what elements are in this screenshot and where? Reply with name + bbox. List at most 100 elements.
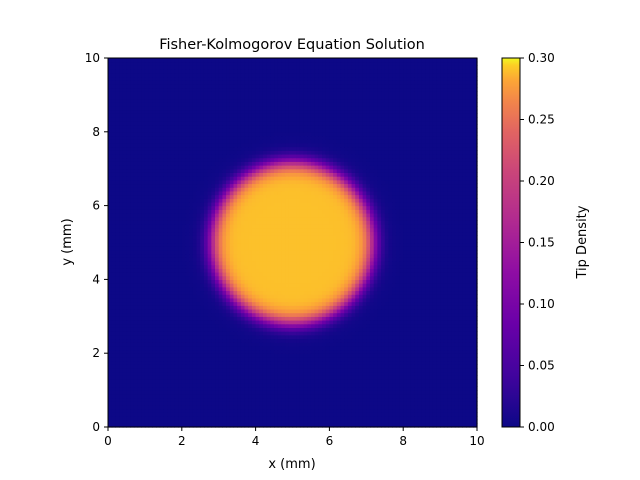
heatmap-cell xyxy=(292,364,297,369)
heatmap-cell xyxy=(340,342,345,347)
heatmap-cell xyxy=(174,390,179,395)
heatmap-cell xyxy=(443,323,449,328)
heatmap-cell xyxy=(159,415,164,421)
heatmap-cell xyxy=(203,308,209,314)
heatmap-cell xyxy=(299,397,305,402)
heatmap-cell xyxy=(417,268,423,273)
heatmap-cell xyxy=(266,275,271,280)
heatmap-cell xyxy=(421,305,426,310)
heatmap-cell xyxy=(251,419,257,424)
heatmap-cell xyxy=(395,246,401,251)
heatmap-cell xyxy=(473,349,478,354)
heatmap-cell xyxy=(307,386,312,391)
heatmap-cell xyxy=(207,327,212,332)
heatmap-cell xyxy=(373,286,378,292)
heatmap-cell xyxy=(141,349,146,354)
heatmap-cell xyxy=(178,268,183,273)
heatmap-cell xyxy=(229,415,235,421)
heatmap-cell xyxy=(233,290,238,295)
heatmap-cell xyxy=(152,342,157,347)
heatmap-cell xyxy=(425,342,430,347)
heatmap-cell xyxy=(111,260,116,266)
heatmap-cell xyxy=(130,305,135,310)
heatmap-cell xyxy=(115,312,120,317)
heatmap-cell xyxy=(325,375,330,380)
heatmap-cell xyxy=(381,305,386,310)
heatmap-cell xyxy=(440,331,445,336)
heatmap-cell xyxy=(222,305,227,310)
heatmap-cell xyxy=(144,379,150,384)
heatmap-cell xyxy=(277,297,283,303)
heatmap-cell xyxy=(130,379,135,384)
heatmap-cell xyxy=(251,367,257,373)
heatmap-cell xyxy=(355,294,360,299)
heatmap-cell xyxy=(130,316,135,321)
heatmap-cell xyxy=(414,382,419,388)
heatmap-cell xyxy=(429,360,434,365)
heatmap-cell xyxy=(292,397,297,402)
heatmap-cell xyxy=(384,408,390,413)
heatmap-cell xyxy=(244,379,249,384)
heatmap-cell xyxy=(344,375,349,380)
heatmap-cell xyxy=(451,308,456,314)
heatmap-cell xyxy=(108,331,113,336)
heatmap-cell xyxy=(314,253,319,258)
heatmap-cell xyxy=(377,367,382,373)
heatmap-cell xyxy=(167,423,172,428)
heatmap-cell xyxy=(318,297,323,303)
heatmap-cell xyxy=(218,360,223,365)
heatmap-cell xyxy=(310,390,316,395)
heatmap-cell xyxy=(119,360,124,365)
heatmap-cell xyxy=(237,308,242,314)
heatmap-cell xyxy=(203,367,209,373)
heatmap-cell xyxy=(203,301,209,306)
heatmap-cell xyxy=(170,342,176,347)
heatmap-cell xyxy=(414,264,419,269)
heatmap-cell xyxy=(451,353,456,358)
heatmap-cell xyxy=(406,286,412,292)
heatmap-cell xyxy=(310,401,316,406)
heatmap-cell xyxy=(130,353,135,358)
heatmap-cell xyxy=(189,283,194,288)
heatmap-cell xyxy=(274,386,279,391)
heatmap-cell xyxy=(322,382,327,388)
heatmap-cell xyxy=(159,375,164,380)
heatmap-cell xyxy=(144,297,150,303)
heatmap-cell xyxy=(443,412,449,417)
heatmap-cell xyxy=(259,360,264,365)
heatmap-cell xyxy=(155,283,161,288)
heatmap-cell xyxy=(155,345,161,351)
heatmap-cell xyxy=(255,423,260,428)
heatmap-cell xyxy=(155,401,161,406)
heatmap-cell xyxy=(244,419,249,424)
heatmap-cell xyxy=(266,294,271,299)
heatmap-cell xyxy=(436,338,441,343)
heatmap-cell xyxy=(262,290,268,295)
heatmap-cell xyxy=(340,419,345,424)
heatmap-cell xyxy=(473,268,478,273)
heatmap-cell xyxy=(144,242,150,247)
heatmap-cell xyxy=(392,272,397,277)
heatmap-cell xyxy=(465,323,471,328)
heatmap-cell xyxy=(218,375,223,380)
heatmap-cell xyxy=(211,279,216,284)
heatmap-cell xyxy=(473,356,478,362)
heatmap-cell xyxy=(432,242,438,247)
heatmap-cell xyxy=(229,264,235,269)
heatmap-cell xyxy=(322,290,327,295)
heatmap-cell xyxy=(126,393,131,399)
heatmap-cell xyxy=(163,253,168,258)
heatmap-cell xyxy=(473,290,478,295)
heatmap-cell xyxy=(111,297,116,303)
heatmap-cell xyxy=(322,294,327,299)
heatmap-cell xyxy=(281,279,286,284)
heatmap-cell xyxy=(399,246,404,251)
heatmap-cell xyxy=(185,386,190,391)
heatmap-cell xyxy=(462,272,467,277)
heatmap-cell xyxy=(447,397,452,402)
heatmap-cell xyxy=(181,379,187,384)
heatmap-cell xyxy=(285,249,290,255)
heatmap-cell xyxy=(288,353,294,358)
heatmap-cell xyxy=(425,367,430,373)
heatmap-cell xyxy=(141,272,146,277)
